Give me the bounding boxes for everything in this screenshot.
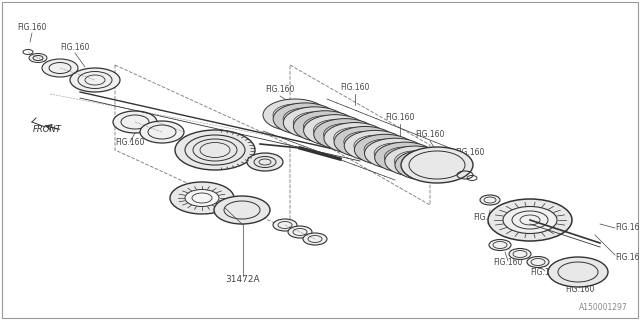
- Text: FIG.160: FIG.160: [565, 285, 595, 294]
- Ellipse shape: [401, 147, 473, 183]
- Ellipse shape: [170, 182, 234, 214]
- Text: FIG.160: FIG.160: [493, 258, 523, 267]
- Ellipse shape: [273, 219, 297, 231]
- Ellipse shape: [503, 206, 557, 234]
- Ellipse shape: [334, 126, 396, 157]
- Text: FIG.160: FIG.160: [385, 113, 415, 122]
- Ellipse shape: [185, 189, 219, 206]
- Ellipse shape: [263, 99, 327, 131]
- Ellipse shape: [365, 138, 426, 169]
- Ellipse shape: [303, 115, 366, 146]
- Ellipse shape: [488, 199, 572, 241]
- Text: FIG.160: FIG.160: [615, 223, 640, 232]
- Ellipse shape: [140, 121, 184, 143]
- Ellipse shape: [214, 196, 270, 224]
- Ellipse shape: [113, 111, 157, 133]
- Ellipse shape: [42, 59, 78, 77]
- Ellipse shape: [355, 134, 415, 165]
- Ellipse shape: [548, 257, 608, 287]
- Ellipse shape: [273, 103, 337, 135]
- Ellipse shape: [247, 153, 283, 171]
- Text: FIG.160: FIG.160: [415, 130, 445, 139]
- Text: FIG.160: FIG.160: [266, 85, 294, 94]
- Ellipse shape: [175, 130, 255, 170]
- Text: FIG.160: FIG.160: [340, 83, 370, 92]
- Text: FIG.160: FIG.160: [531, 268, 560, 277]
- Ellipse shape: [314, 119, 376, 150]
- Text: 31472A: 31472A: [226, 275, 260, 284]
- Text: A150001297: A150001297: [579, 303, 628, 312]
- Ellipse shape: [374, 142, 435, 172]
- Ellipse shape: [303, 233, 327, 245]
- Ellipse shape: [385, 146, 445, 176]
- Text: FIG.160: FIG.160: [474, 213, 502, 222]
- Ellipse shape: [288, 226, 312, 238]
- Ellipse shape: [489, 239, 511, 251]
- Ellipse shape: [294, 111, 356, 142]
- Text: FIG.160: FIG.160: [60, 43, 90, 52]
- Ellipse shape: [527, 257, 549, 268]
- Ellipse shape: [344, 130, 406, 161]
- Ellipse shape: [395, 150, 455, 180]
- Ellipse shape: [480, 195, 500, 205]
- Ellipse shape: [509, 249, 531, 260]
- Ellipse shape: [29, 53, 47, 62]
- Text: FIG.160: FIG.160: [115, 138, 145, 147]
- Text: FIG.160: FIG.160: [17, 23, 47, 32]
- Text: FIG.160: FIG.160: [455, 148, 484, 157]
- Ellipse shape: [70, 68, 120, 92]
- Text: FIG.160: FIG.160: [615, 253, 640, 262]
- Ellipse shape: [284, 107, 347, 139]
- Ellipse shape: [324, 123, 386, 154]
- Text: FRONT: FRONT: [33, 125, 61, 134]
